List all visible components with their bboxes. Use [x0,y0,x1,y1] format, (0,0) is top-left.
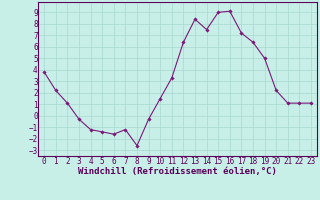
X-axis label: Windchill (Refroidissement éolien,°C): Windchill (Refroidissement éolien,°C) [78,167,277,176]
